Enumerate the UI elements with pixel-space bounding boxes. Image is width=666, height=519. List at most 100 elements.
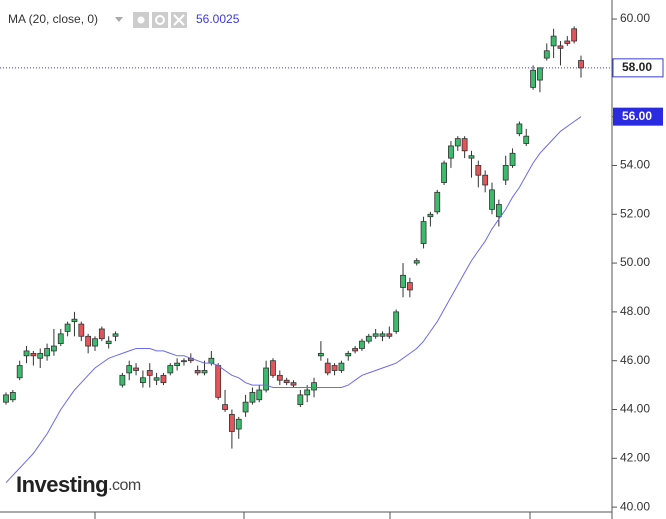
candle-body [228,413,235,432]
logo-suffix: .com [108,477,141,494]
candle-body [140,377,146,384]
candle-body [44,348,50,357]
candle-body [235,418,242,430]
candle-body [57,333,64,345]
candle-body [406,282,413,291]
candle-body [181,360,187,363]
y-tick-label: 54.00 [620,158,650,172]
y-tick-label: 52.00 [620,206,650,220]
candle-body [331,365,338,371]
candle-body [338,362,345,371]
candle-body [64,323,71,332]
candle-body [126,365,133,374]
candle-body [290,382,297,386]
candle-body [454,138,461,147]
candle-body [413,260,420,264]
candle-body [317,352,324,357]
candle-body [160,374,167,384]
candle-body [550,35,557,47]
settings-icon-gear [155,15,165,25]
candle-body [324,362,331,374]
candle-body [537,67,543,81]
candle-body [9,392,16,401]
candle-body [448,145,454,159]
candle-body [297,394,304,406]
ma-line [5,116,582,484]
candle-body [98,328,105,340]
candle-body [578,60,584,69]
ma-value-label: 56.00 [622,109,652,123]
indicator-value: 56.0025 [196,12,240,26]
candle-body [78,323,85,337]
candle-body [482,174,489,186]
candle-body [263,367,270,391]
price-axis: 40.00 42.00 44.00 46.00 48.00 50.00 52.00 54.00… [612,11,664,513]
candle-body [400,274,406,288]
logo-main: Investing [16,472,108,497]
candle-body [51,345,57,352]
candle-body [222,404,228,410]
candle-body [16,365,23,379]
candle-body [133,367,139,371]
candle-body [242,401,249,413]
candle-body [85,335,92,347]
candle-body [530,69,536,88]
candle-body [441,162,447,183]
candle-body [468,155,475,159]
candle-body [571,28,578,42]
last-price-box [612,58,664,78]
candle-body [386,333,393,337]
candle-body [475,165,482,176]
candle-body [359,340,365,349]
candle-body [105,340,112,345]
candle-body [372,333,379,337]
logo: Investing.com [16,472,141,497]
candle-body [30,352,37,357]
candle-body [256,389,263,401]
y-tick-label: 48.00 [620,304,650,318]
candle-body [311,382,317,391]
candle-body [523,135,530,144]
close-icon-x [173,14,185,26]
candle-body [502,165,509,181]
candle-body [283,379,290,384]
candle-body [249,392,256,403]
candle-body [427,213,434,218]
candle-body [393,311,400,332]
candle-body [3,394,9,403]
candle-body [71,318,78,323]
candle-body [92,338,98,347]
y-tick-label: 46.00 [620,353,650,367]
candle-body [276,374,283,381]
candle-body [194,370,201,374]
settings-icon[interactable] [152,12,168,28]
candle-body [379,333,386,337]
ma-value-box [613,107,663,126]
y-tick-label: 42.00 [620,450,650,464]
candle-body [516,123,523,135]
candle-body [365,335,372,342]
y-tick-label: 40.00 [620,499,650,513]
candle-body [208,357,215,364]
candle-body [23,350,30,357]
dropdown-icon[interactable] [115,17,123,22]
candle-body [37,352,44,359]
candle-body [201,370,208,374]
candle-body [352,348,359,352]
candle-body [495,204,502,218]
visibility-icon-eye [137,16,145,24]
candle-body [304,389,311,396]
candle-body [167,365,174,374]
candle-body [543,50,550,59]
candle-body [489,189,495,210]
candle-body [146,370,153,376]
y-tick-label: 60.00 [620,11,650,25]
candle-body [509,152,516,166]
plot-area [0,26,612,484]
candle-body [215,365,222,398]
candle-body [461,138,468,152]
candle-body [557,45,564,49]
candle-body [119,374,126,386]
